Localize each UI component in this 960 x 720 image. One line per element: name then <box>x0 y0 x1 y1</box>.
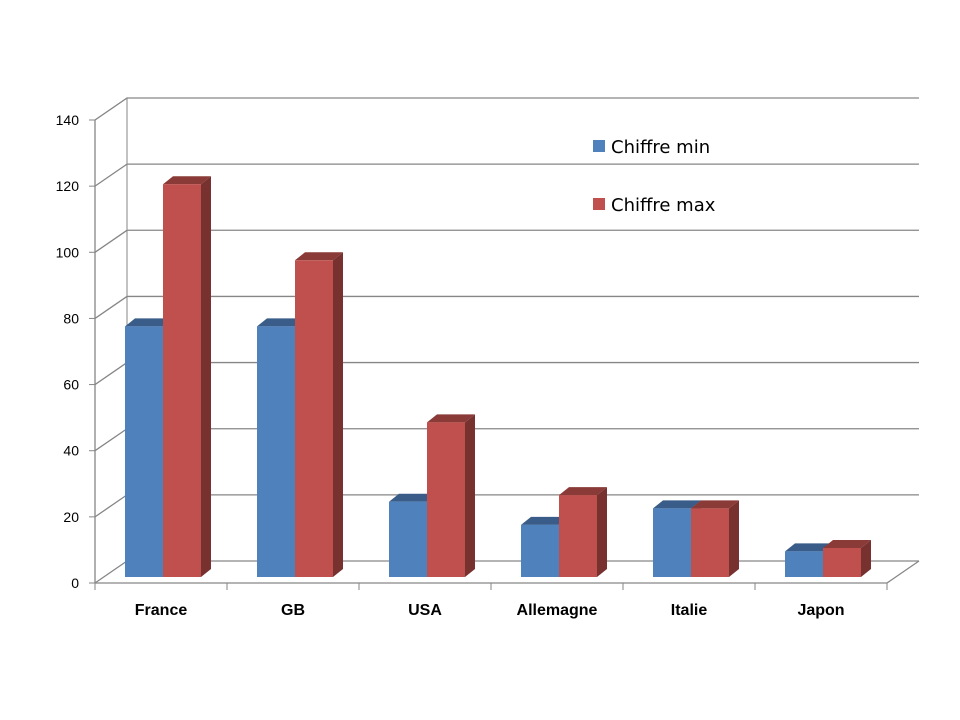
bar-top-face <box>257 318 305 327</box>
bar-front-face <box>295 260 333 577</box>
bar-top-face <box>427 414 475 423</box>
y-tick-label: 40 <box>63 443 79 459</box>
bar-front-face <box>521 524 559 577</box>
gridline <box>94 97 919 121</box>
bar-top-face <box>163 176 211 185</box>
bar <box>427 414 475 577</box>
bar-top-face <box>295 252 343 261</box>
gridline <box>94 163 919 187</box>
bar <box>559 487 607 577</box>
bar <box>163 176 211 577</box>
bar-side-face <box>465 414 475 577</box>
y-tick-label: 80 <box>63 310 79 326</box>
y-axis-ticks: 0 20 40 60 80 100 120 140 <box>56 112 95 591</box>
bar-top-face <box>521 516 569 525</box>
bar-front-face <box>163 184 201 577</box>
x-tick-label: France <box>135 602 188 619</box>
bar-top-face <box>125 318 173 327</box>
y-tick-label: 100 <box>56 244 80 260</box>
gridline <box>94 229 919 253</box>
gridline <box>94 428 919 452</box>
bar-top-face <box>785 543 833 552</box>
x-tick-label: USA <box>408 602 442 619</box>
bar-side-face <box>201 176 211 577</box>
legend-item: Chiffre max <box>593 195 716 216</box>
y-tick-label: 120 <box>56 178 80 194</box>
legend: Chiffre min Chiffre max <box>593 137 716 216</box>
bar-front-face <box>653 508 691 577</box>
legend-label: Chiffre min <box>611 137 710 158</box>
gridlines <box>94 97 919 584</box>
gridline <box>94 295 919 319</box>
y-tick-label: 60 <box>63 377 79 393</box>
bar-front-face <box>257 326 295 577</box>
bar-top-face <box>559 487 607 496</box>
bar-top-face <box>691 500 739 509</box>
bar <box>691 500 739 577</box>
bar-top-face <box>389 493 437 502</box>
legend-label: Chiffre max <box>611 195 716 216</box>
bar-front-face <box>823 548 861 577</box>
legend-swatch <box>593 198 605 210</box>
bar-side-face <box>861 540 871 577</box>
bar-top-face <box>653 500 701 509</box>
bar <box>823 540 871 577</box>
bar-front-face <box>389 501 427 577</box>
y-tick-label: 20 <box>63 509 79 525</box>
y-tick-label: 0 <box>71 575 79 591</box>
bar-front-face <box>559 495 597 577</box>
legend-item: Chiffre min <box>593 137 710 158</box>
x-tick-label: Allemagne <box>517 602 598 619</box>
bars <box>125 176 871 578</box>
x-tick-label: GB <box>281 602 305 619</box>
bar-side-face <box>729 500 739 577</box>
x-tick-label: Italie <box>671 602 708 619</box>
gridline <box>94 494 919 518</box>
bar-top-face <box>823 540 871 549</box>
bar-front-face <box>785 551 823 577</box>
bar-front-face <box>691 508 729 577</box>
y-tick-label: 140 <box>56 112 80 128</box>
bar-side-face <box>597 487 607 577</box>
axes <box>94 120 920 590</box>
x-axis-labels: France GB USA Allemagne Italie Japon <box>135 602 845 619</box>
legend-swatch <box>593 140 605 152</box>
floor-right-edge <box>886 560 920 584</box>
bar-front-face <box>427 422 465 577</box>
x-tick-label: Japon <box>797 602 844 619</box>
bar-front-face <box>125 326 163 577</box>
bar <box>295 252 343 578</box>
gridline <box>94 361 919 386</box>
bar-side-face <box>333 252 343 578</box>
